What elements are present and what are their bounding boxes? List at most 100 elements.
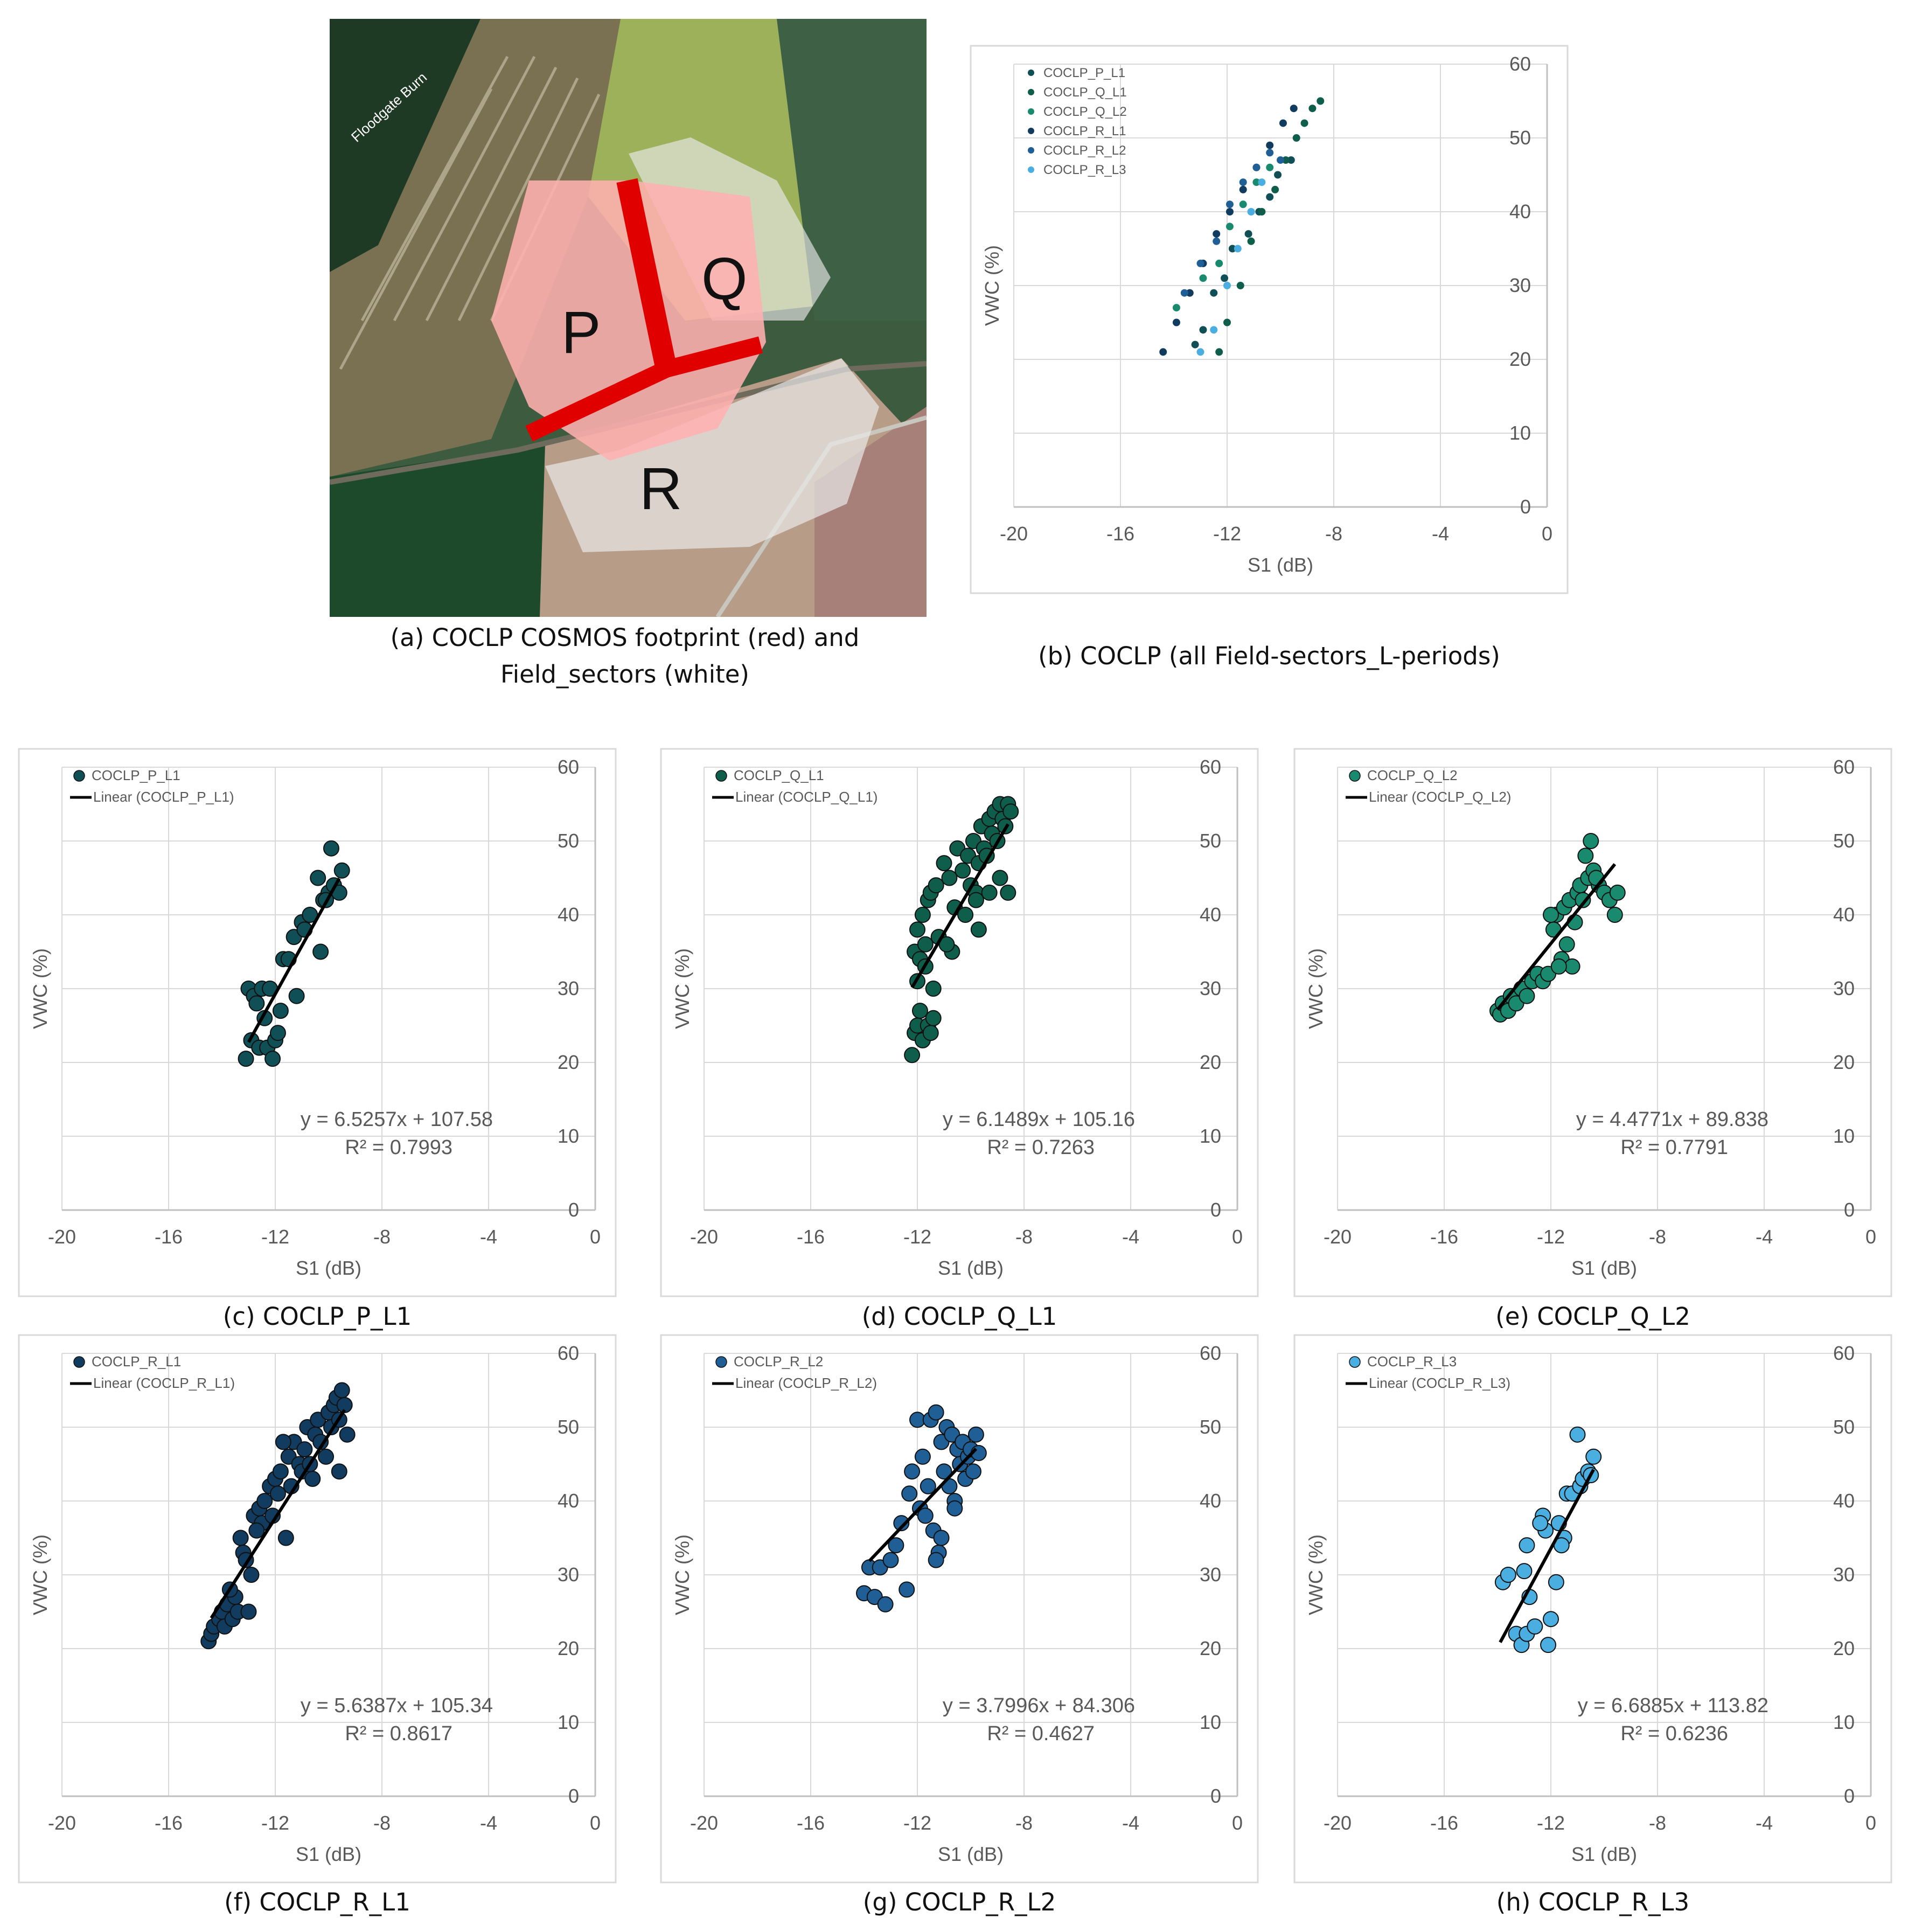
trend-equation: y = 6.5257x + 107.58 bbox=[301, 1108, 493, 1131]
data-point bbox=[917, 936, 934, 953]
data-point bbox=[1548, 1574, 1564, 1590]
y-tick-label: 0 bbox=[1844, 1785, 1855, 1807]
chart-svg-c: -20 -16 -12 -8 -4 00 10 20 30 40 50 60 S1 (dB) VWC (%… bbox=[18, 748, 617, 1297]
data-point bbox=[920, 1478, 936, 1495]
data-point bbox=[1221, 274, 1229, 282]
chart-h: -20 -16 -12 -8 -4 0 0 10 20 30 40 50 60 S1 (dB) VWC (%… bbox=[1293, 1334, 1892, 1884]
legend: COCLP_Q_L2 Linear (COCLP_Q_L2) bbox=[1346, 767, 1511, 805]
x-tick-label: -8 bbox=[373, 1812, 391, 1834]
y-tick-label: 20 bbox=[1833, 1051, 1855, 1073]
legend-trend-label: Linear (COCLP_Q_L2) bbox=[1369, 789, 1511, 805]
trend-equation: y = 3.7996x + 84.306 bbox=[943, 1694, 1135, 1717]
y-tick-label: 30 bbox=[1200, 977, 1221, 999]
x-tick-label: 0 bbox=[1232, 1226, 1243, 1248]
y-tick-label: 40 bbox=[558, 1490, 579, 1512]
sector-label-r: R bbox=[639, 456, 682, 522]
data-point bbox=[928, 1552, 944, 1568]
legend-trend-label: Linear (COCLP_R_L1) bbox=[93, 1375, 235, 1391]
data-point bbox=[1558, 936, 1575, 953]
legend: COCLP_P_L1 Linear (COCLP_P_L1) bbox=[70, 767, 234, 805]
data-point bbox=[1247, 237, 1255, 245]
data-point bbox=[992, 870, 1008, 886]
data-point bbox=[965, 1463, 981, 1480]
data-point bbox=[1225, 208, 1234, 216]
x-tick-label: -16 bbox=[797, 1812, 825, 1834]
data-point bbox=[877, 1596, 894, 1613]
trend-equation: y = 6.1489x + 105.16 bbox=[943, 1108, 1135, 1131]
caption-h-text: COCLP_R_L3 bbox=[1538, 1888, 1690, 1916]
data-point bbox=[1271, 185, 1279, 193]
data-point bbox=[339, 1426, 356, 1443]
y-axis-title: VWC (%) bbox=[29, 948, 51, 1029]
data-point bbox=[1239, 200, 1247, 209]
legend: COCLP_P_L1 COCLP_Q_L1 COCLP_Q_L2 COCLP_R_L1… bbox=[1028, 66, 1127, 177]
x-tick-label: -12 bbox=[1537, 1226, 1565, 1248]
x-axis-title: S1 (dB) bbox=[1571, 1843, 1637, 1865]
data-point bbox=[269, 1025, 286, 1041]
caption-a-line1: COCLP COSMOS footprint (red) and bbox=[431, 623, 860, 652]
data-point bbox=[1606, 907, 1623, 923]
y-tick-label: 20 bbox=[1509, 348, 1531, 370]
data-point bbox=[1196, 348, 1204, 356]
legend-label: COCLP_R_L1 bbox=[1043, 124, 1126, 138]
chart-frame bbox=[1293, 1334, 1892, 1884]
data-point bbox=[1199, 274, 1207, 282]
x-tick-label: -20 bbox=[690, 1812, 718, 1834]
y-tick-label: 10 bbox=[1509, 422, 1531, 444]
data-point bbox=[899, 1581, 915, 1598]
y-tick-label: 50 bbox=[558, 830, 579, 852]
x-tick-label: -4 bbox=[480, 1812, 497, 1834]
x-tick-label: -16 bbox=[797, 1226, 825, 1248]
legend-label: COCLP_R_L3 bbox=[1367, 1353, 1457, 1370]
data-point bbox=[1266, 149, 1274, 157]
sector-label-p: P bbox=[561, 300, 601, 366]
map-image: Floodgate Burn P Q R bbox=[330, 19, 927, 617]
data-point bbox=[925, 1010, 942, 1026]
y-tick-label: 0 bbox=[568, 1785, 579, 1807]
field-p-ground bbox=[330, 19, 621, 477]
data-point bbox=[957, 907, 974, 923]
x-axis-title: S1 (dB) bbox=[296, 1257, 361, 1279]
chart-g: -20 -16 -12 -8 -4 0 0 10 20 30 40 50 60 S1 (dB) VWC (%… bbox=[660, 1334, 1259, 1884]
data-point bbox=[304, 1470, 321, 1487]
data-point bbox=[1002, 803, 1019, 820]
caption-c-letter: (c) bbox=[222, 1302, 255, 1331]
y-tick-label: 0 bbox=[1520, 496, 1531, 518]
caption-h: (h) COCLP_R_L3 bbox=[1294, 1884, 1891, 1921]
caption-a-letter: (a) bbox=[390, 623, 424, 652]
data-point bbox=[936, 855, 952, 872]
data-point bbox=[1543, 907, 1559, 923]
caption-f-letter: (f) bbox=[224, 1888, 252, 1916]
data-point bbox=[248, 995, 265, 1012]
caption-g: (g) COCLP_R_L2 bbox=[661, 1884, 1258, 1921]
data-point bbox=[1308, 105, 1317, 113]
x-tick-label: 0 bbox=[1865, 1812, 1876, 1834]
data-point bbox=[1577, 847, 1594, 864]
trend-equation: y = 4.4771x + 89.838 bbox=[1576, 1108, 1768, 1131]
caption-b-text: COCLP (all Field-sectors_L-periods) bbox=[1080, 642, 1500, 670]
y-axis-title: VWC (%) bbox=[1305, 1534, 1327, 1615]
data-point bbox=[1317, 97, 1325, 105]
trend-r2: R² = 0.7993 bbox=[345, 1136, 452, 1159]
chart-frame bbox=[970, 45, 1569, 594]
x-tick-label: -16 bbox=[1106, 523, 1134, 545]
chart-e: -20 -16 -12 -8 -4 0 0 10 20 30 40 50 60 S1 (dB) VWC (%… bbox=[1293, 748, 1892, 1297]
y-tick-label: 50 bbox=[1833, 1416, 1855, 1438]
y-tick-label: 50 bbox=[1509, 127, 1531, 149]
x-tick-label: -4 bbox=[1432, 523, 1449, 545]
chart-svg-b: -20 -16 -12 -8 -4 00 10 20 30 40 50 60 S1 (dB) VWC (%… bbox=[970, 45, 1569, 594]
data-point bbox=[1266, 193, 1274, 201]
y-tick-label: 60 bbox=[1833, 756, 1855, 778]
chart-frame bbox=[660, 1334, 1259, 1884]
y-tick-label: 50 bbox=[1200, 830, 1221, 852]
trend-r2: R² = 0.4627 bbox=[987, 1722, 1095, 1745]
data-point bbox=[1287, 156, 1295, 164]
trend-line bbox=[247, 877, 341, 1043]
caption-b-letter: (b) bbox=[1038, 642, 1073, 670]
chart-svg-e: -20 -16 -12 -8 -4 00 10 20 30 40 50 60 S1 (dB) VWC (%… bbox=[1293, 748, 1892, 1297]
x-tick-label: -20 bbox=[1324, 1226, 1352, 1248]
legend-label: COCLP_P_L1 bbox=[1043, 66, 1125, 80]
legend-label: COCLP_R_L1 bbox=[92, 1353, 181, 1370]
chart-svg-h: -20 -16 -12 -8 -4 00 10 20 30 40 50 60 S1 (dB) VWC (%… bbox=[1293, 1334, 1892, 1884]
y-tick-label: 50 bbox=[1200, 1416, 1221, 1438]
